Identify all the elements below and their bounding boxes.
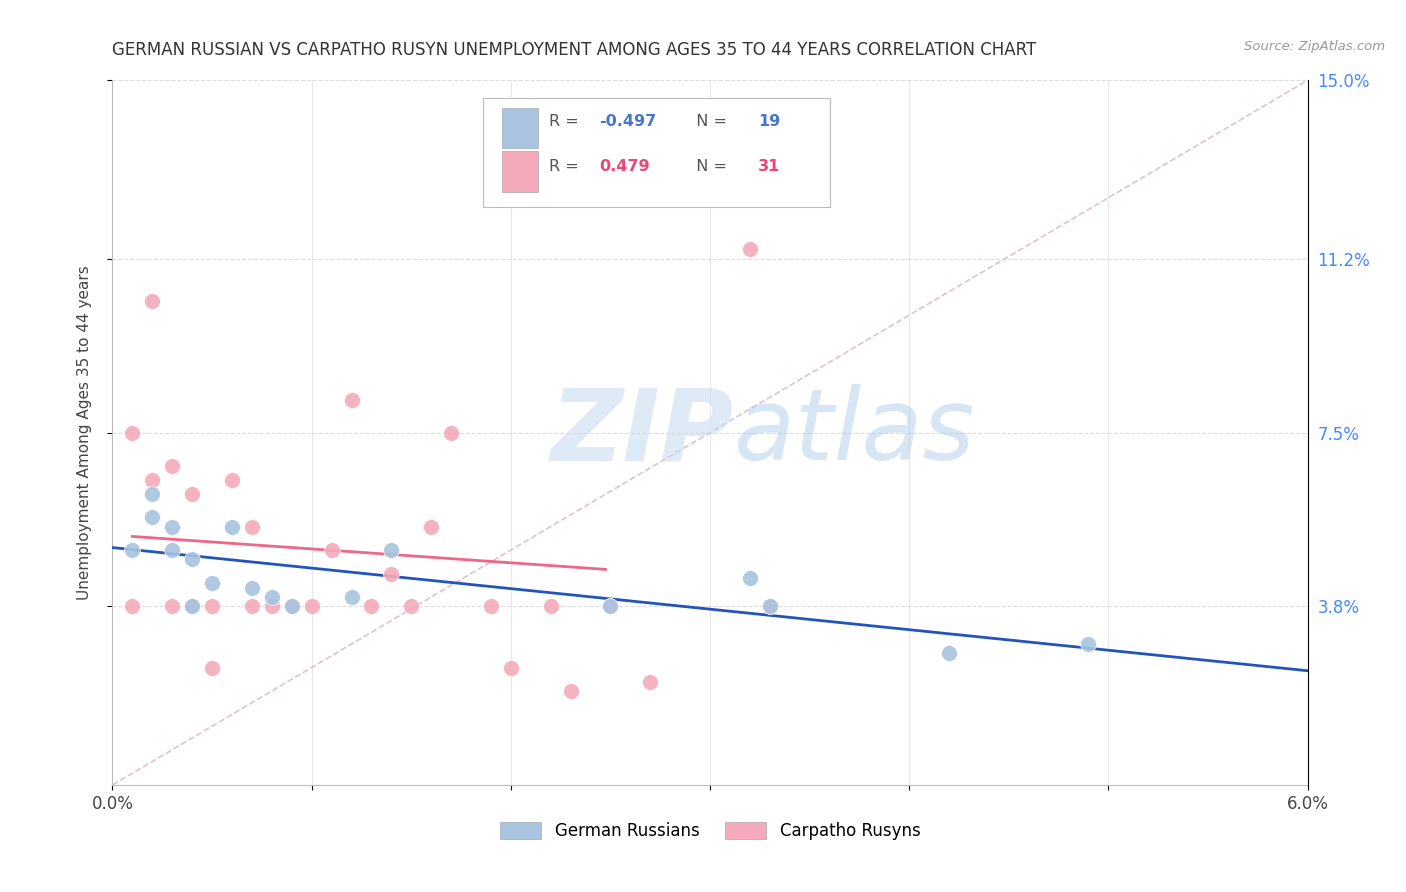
Text: -0.497: -0.497: [599, 113, 657, 128]
Point: [162, 519, 183, 533]
Point: [540, 599, 562, 614]
Point: [162, 543, 183, 558]
Point: [121, 425, 143, 440]
Text: N =: N =: [686, 113, 733, 128]
Point: [380, 566, 402, 581]
Text: 0.479: 0.479: [599, 160, 650, 175]
Text: R =: R =: [548, 160, 589, 175]
Point: [440, 425, 463, 440]
Point: [360, 599, 382, 614]
Point: [479, 599, 502, 614]
Point: [420, 519, 443, 533]
Text: ZIP: ZIP: [551, 384, 734, 481]
Point: [181, 599, 204, 614]
Point: [162, 599, 183, 614]
Point: [321, 543, 343, 558]
Point: [141, 510, 163, 524]
Point: [738, 243, 761, 257]
Point: [380, 543, 402, 558]
FancyBboxPatch shape: [484, 98, 830, 207]
FancyBboxPatch shape: [502, 152, 538, 192]
Point: [340, 392, 363, 407]
Point: [121, 543, 143, 558]
Point: [260, 590, 283, 604]
Point: [599, 599, 621, 614]
Point: [240, 581, 263, 595]
Text: 31: 31: [758, 160, 780, 175]
Point: [599, 599, 621, 614]
FancyBboxPatch shape: [502, 108, 538, 148]
Point: [162, 458, 183, 473]
Point: [499, 660, 522, 674]
Point: [181, 486, 204, 500]
Point: [759, 599, 782, 614]
Point: [640, 674, 662, 689]
Point: [201, 576, 224, 591]
Point: [301, 599, 323, 614]
Point: [260, 599, 283, 614]
Point: [181, 599, 204, 614]
Point: [401, 599, 423, 614]
Point: [1077, 637, 1099, 651]
Text: GERMAN RUSSIAN VS CARPATHO RUSYN UNEMPLOYMENT AMONG AGES 35 TO 44 YEARS CORRELAT: GERMAN RUSSIAN VS CARPATHO RUSYN UNEMPLO…: [112, 41, 1036, 59]
Point: [738, 571, 761, 585]
Point: [281, 599, 304, 614]
Text: atlas: atlas: [734, 384, 976, 481]
Point: [141, 486, 163, 500]
Point: [281, 599, 304, 614]
Point: [201, 660, 224, 674]
Point: [221, 473, 243, 487]
Point: [240, 599, 263, 614]
Point: [340, 590, 363, 604]
Point: [201, 599, 224, 614]
Point: [759, 599, 782, 614]
Point: [938, 647, 960, 661]
Point: [181, 552, 204, 566]
Point: [221, 519, 243, 533]
Legend: German Russians, Carpatho Rusyns: German Russians, Carpatho Rusyns: [494, 815, 927, 847]
Text: N =: N =: [686, 160, 733, 175]
Text: R =: R =: [548, 113, 583, 128]
Y-axis label: Unemployment Among Ages 35 to 44 years: Unemployment Among Ages 35 to 44 years: [77, 265, 91, 600]
Text: Source: ZipAtlas.com: Source: ZipAtlas.com: [1244, 40, 1385, 54]
Point: [560, 684, 582, 698]
Point: [121, 599, 143, 614]
Text: 19: 19: [758, 113, 780, 128]
Point: [141, 473, 163, 487]
Point: [141, 294, 163, 309]
Point: [240, 519, 263, 533]
